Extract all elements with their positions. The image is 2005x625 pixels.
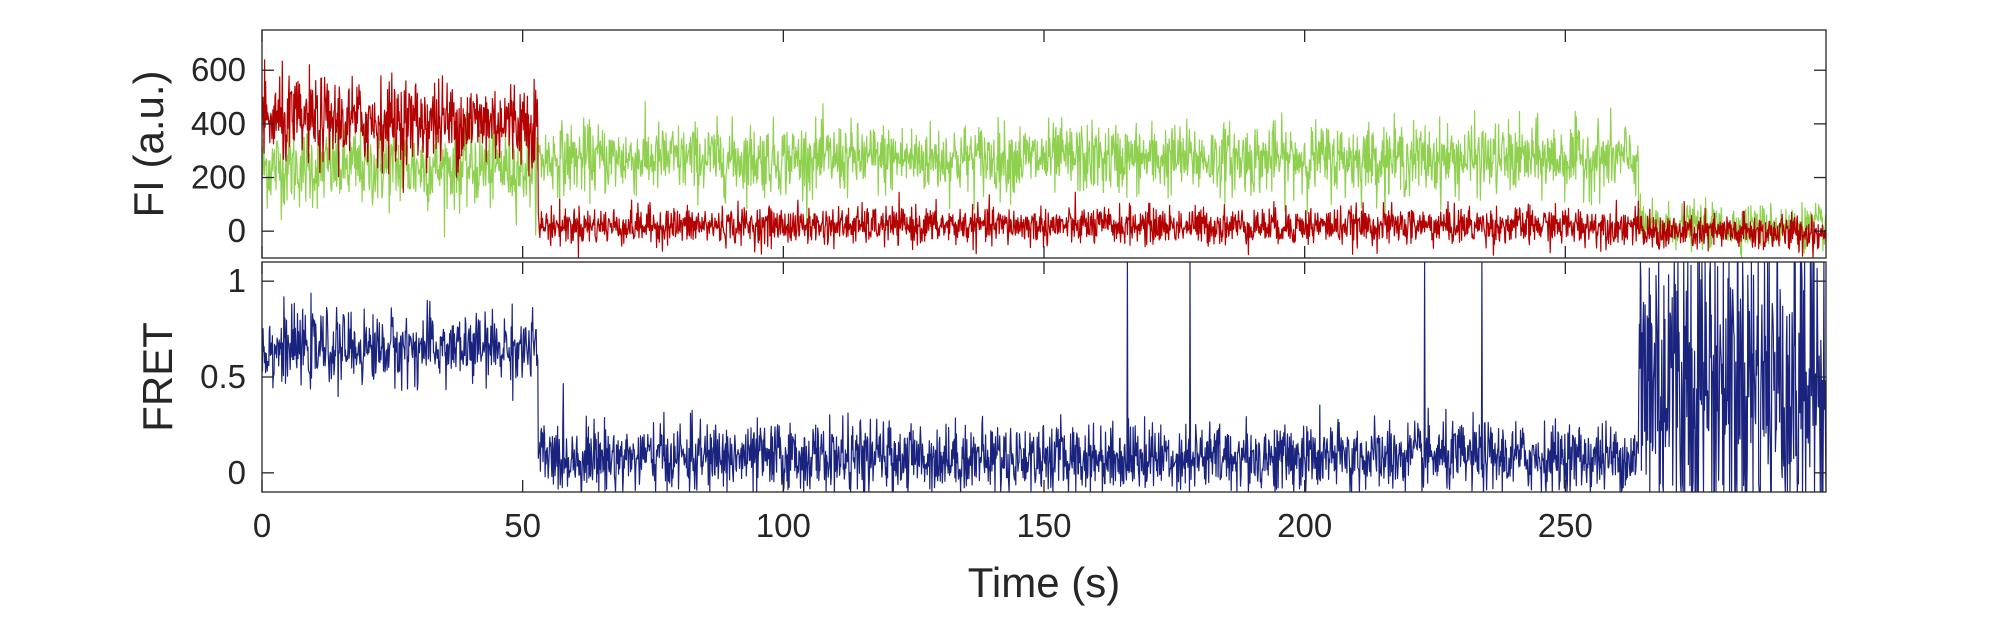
y-tick-label: 400 [191, 105, 246, 142]
fret-x-ticks: 0 50 100 150 200 250 [253, 262, 1593, 544]
time-x-axis-title: Time (s) [968, 559, 1120, 606]
x-tick-label: 200 [1277, 507, 1332, 544]
x-tick-label: 150 [1016, 507, 1071, 544]
x-tick-label: 250 [1538, 507, 1593, 544]
y-tick-label: 200 [191, 159, 246, 196]
series-line-2 [262, 59, 1826, 258]
y-tick-label: 0 [228, 454, 246, 491]
fluorescence-x-ticks [261, 30, 1566, 258]
fret-traces [262, 262, 1826, 492]
fret-panel: 00.51 0 50 100 150 200 250 FRET Time (s) [134, 261, 1827, 606]
fluorescence-panel: 0 200 400 600 FI (a.u.) [125, 29, 1827, 259]
fluorescence-y-ticks: 0 200 400 600 [191, 51, 1826, 249]
series-line-1 [262, 101, 1826, 258]
fret-y-ticks: 00.51 [200, 262, 1826, 491]
fluorescence-y-axis-title: FI (a.u.) [125, 70, 172, 217]
fluorescence-traces [262, 59, 1826, 258]
fret-y-axis-title: FRET [134, 322, 181, 432]
y-tick-label: 1 [228, 262, 246, 299]
x-tick-label: 100 [756, 507, 811, 544]
x-tick-label: 0 [253, 507, 271, 544]
series-line-1 [262, 262, 1826, 492]
x-tick-label: 50 [504, 507, 541, 544]
y-tick-label: 0.5 [200, 358, 246, 395]
y-tick-label: 0 [228, 212, 246, 249]
y-tick-label: 600 [191, 51, 246, 88]
